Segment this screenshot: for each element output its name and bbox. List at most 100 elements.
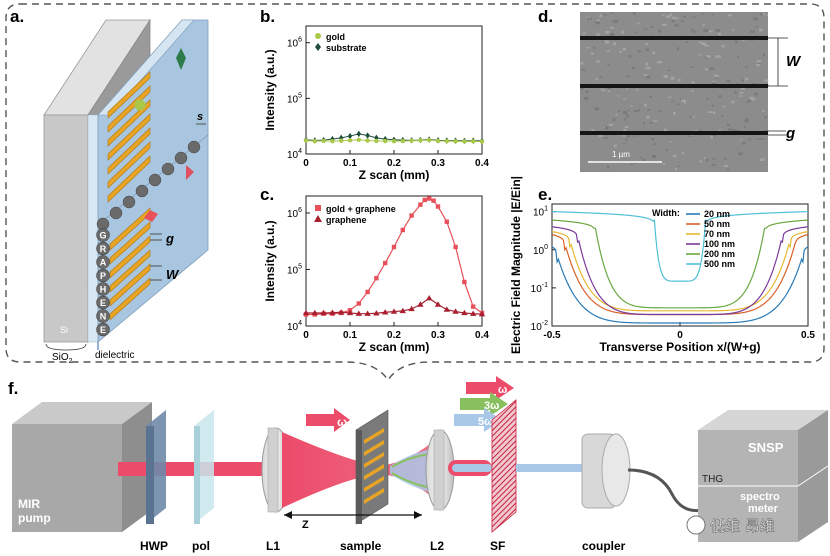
sem-texture-grain bbox=[739, 139, 743, 141]
mir-pump-label-2: pump bbox=[18, 511, 51, 525]
sem-texture-grain bbox=[613, 20, 619, 22]
sem-texture-grain bbox=[604, 126, 609, 130]
data-point bbox=[315, 205, 321, 211]
graphene-letter: H bbox=[100, 285, 107, 295]
label-g: g bbox=[165, 231, 174, 246]
sem-texture-grain bbox=[759, 13, 763, 16]
sem-texture-grain bbox=[633, 109, 638, 112]
sem-texture-grain bbox=[724, 157, 727, 160]
x-tick-label: 0.1 bbox=[343, 158, 357, 169]
sem-texture-grain bbox=[603, 127, 609, 129]
sem-texture-grain bbox=[685, 41, 689, 43]
sem-texture-grain bbox=[672, 16, 676, 20]
sem-texture-grain bbox=[653, 120, 658, 122]
sem-texture-grain bbox=[630, 163, 634, 166]
sem-texture-grain bbox=[689, 66, 694, 68]
sem-texture-grain bbox=[747, 99, 752, 103]
sem-texture-grain bbox=[671, 20, 675, 23]
sem-texture-grain bbox=[738, 152, 743, 155]
sem-texture-grain bbox=[582, 32, 586, 35]
legend-label: gold bbox=[326, 32, 345, 42]
sem-texture-grain bbox=[707, 111, 712, 114]
fiber-cable bbox=[627, 468, 705, 513]
label-sio2: SiO2 bbox=[52, 352, 73, 365]
sem-texture-grain bbox=[658, 110, 662, 113]
sem-texture-grain bbox=[593, 47, 596, 50]
panel-label-b: b. bbox=[260, 7, 275, 26]
data-point bbox=[374, 138, 379, 144]
y-axis-label: Electric Field Magnitude |E/Ein| bbox=[509, 176, 523, 354]
data-point bbox=[417, 301, 424, 307]
sem-texture-grain bbox=[740, 80, 745, 82]
sample-gold-stripes bbox=[364, 428, 384, 504]
panel-label-a: a. bbox=[10, 7, 24, 26]
thg-label: THG bbox=[702, 474, 723, 485]
gap-line-2 bbox=[580, 84, 768, 88]
sem-texture-grain bbox=[651, 155, 656, 158]
sem-texture-grain bbox=[726, 123, 730, 127]
sem-texture-grain bbox=[607, 165, 610, 169]
sem-texture-grain bbox=[620, 30, 624, 34]
sem-texture-grain bbox=[585, 16, 591, 19]
sem-texture-grain bbox=[746, 101, 749, 104]
legend-label: 200 nm bbox=[704, 249, 735, 259]
sem-label-g: g bbox=[785, 125, 795, 142]
sem-texture-grain bbox=[643, 28, 648, 30]
sem-texture-grain bbox=[671, 100, 674, 103]
sem-texture-grain bbox=[669, 13, 673, 17]
sem-texture-grain bbox=[637, 109, 640, 112]
gold-graphene-square-marker bbox=[144, 210, 158, 222]
sem-texture-grain bbox=[595, 78, 598, 81]
sem-texture-grain bbox=[681, 152, 685, 155]
sem-texture-grain bbox=[712, 81, 716, 83]
pol-label: pol bbox=[192, 539, 210, 553]
snsp-label: SNSP bbox=[748, 440, 784, 455]
sem-texture-grain bbox=[626, 114, 629, 118]
data-point bbox=[365, 289, 370, 295]
sem-texture-grain bbox=[596, 34, 600, 38]
sem-texture-grain bbox=[743, 79, 746, 82]
sem-texture-grain bbox=[649, 122, 653, 124]
sem-texture-grain bbox=[701, 13, 704, 15]
data-point bbox=[315, 33, 321, 39]
upper-slab-top bbox=[97, 19, 195, 116]
sem-texture-grain bbox=[626, 88, 629, 90]
graphene-letter: E bbox=[100, 298, 106, 308]
sem-texture-grain bbox=[595, 21, 601, 25]
sem-texture-grain bbox=[724, 164, 728, 167]
data-point bbox=[347, 138, 353, 143]
x-tick-label: 0 bbox=[677, 330, 683, 341]
legend-label: gold + graphene bbox=[326, 204, 396, 214]
sem-texture-grain bbox=[693, 30, 697, 33]
sem-texture-grain bbox=[702, 23, 705, 26]
sem-texture-grain bbox=[726, 79, 731, 83]
sem-texture-grain bbox=[610, 26, 614, 29]
sem-texture-grain bbox=[653, 143, 657, 145]
data-point bbox=[329, 309, 336, 315]
omega-in-arrow bbox=[306, 408, 350, 432]
sem-texture-grain bbox=[745, 66, 748, 68]
sem-texture-grain bbox=[750, 30, 755, 33]
sem-texture-grain bbox=[630, 105, 633, 107]
sem-texture-grain bbox=[674, 24, 679, 27]
sem-texture-grain bbox=[580, 87, 584, 90]
data-point bbox=[427, 137, 432, 143]
sem-texture-grain bbox=[602, 42, 605, 44]
sem-texture-grain bbox=[607, 87, 612, 90]
y-tick-label: 10-2 bbox=[531, 320, 548, 333]
data-point bbox=[347, 132, 353, 140]
sem-texture-grain bbox=[698, 41, 704, 44]
label-si: Si bbox=[60, 325, 68, 335]
sem-texture-grain bbox=[643, 122, 646, 125]
sf-label: SF bbox=[490, 539, 505, 553]
y-tick-label: 106 bbox=[287, 37, 302, 50]
data-point bbox=[471, 304, 476, 309]
data-point bbox=[427, 196, 432, 201]
sem-texture-grain bbox=[643, 74, 648, 76]
sem-texture-grain bbox=[657, 30, 662, 33]
legend-label: substrate bbox=[326, 43, 367, 53]
sem-texture-grain bbox=[711, 14, 715, 16]
data-point bbox=[303, 138, 309, 143]
